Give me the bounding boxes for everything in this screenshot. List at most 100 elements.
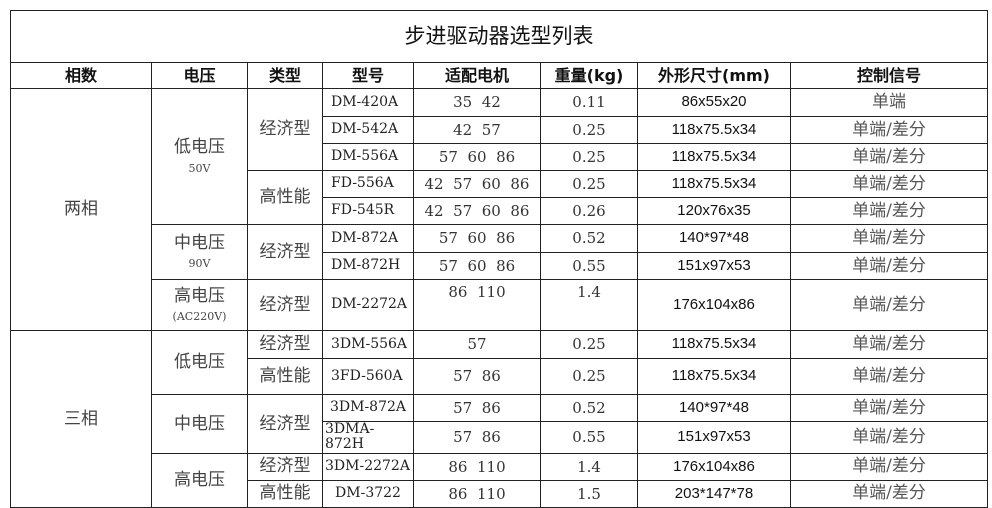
phase-three: 三相 <box>10 330 152 508</box>
model-cell: DM-420A <box>322 88 414 117</box>
weight-cell: 1.4 <box>540 452 638 481</box>
weight-cell: 1.4 <box>540 279 638 331</box>
signal-cell: 单端/差分 <box>790 170 988 198</box>
voltage-low: 低电压 50V <box>151 88 248 225</box>
type-economy: 经济型 <box>247 224 323 280</box>
motors-cell: 57 60 86 <box>413 224 541 253</box>
weight-cell: 0.55 <box>540 421 638 454</box>
table-row: DM-556A 57 60 86 0.25 118x75.5x34 单端/差分 <box>11 143 988 171</box>
signal-cell: 单端 <box>790 88 988 117</box>
voltage-label: 高电压 <box>174 285 225 306</box>
model-cell: DM-2272A <box>322 279 414 331</box>
weight-cell: 0.11 <box>540 88 638 117</box>
motors-cell: 35 42 <box>413 88 541 117</box>
voltage-value: 90V <box>188 257 211 271</box>
type-economy: 经济型 <box>247 394 323 454</box>
signal-cell: 单端/差分 <box>790 421 988 454</box>
voltage-value: (AC220V) <box>172 310 227 324</box>
weight-cell: 0.52 <box>540 394 638 422</box>
motors-cell: 42 57 60 86 <box>413 170 541 198</box>
voltage-value: 50V <box>188 161 211 175</box>
voltage-high: 高电压 <box>151 452 248 508</box>
type-economy: 经济型 <box>247 279 323 331</box>
table-row: 两相 低电压 50V 经济型 DM-420A 35 42 0.11 86x55x2… <box>10 88 988 331</box>
motors-cell: 57 86 <box>413 394 541 422</box>
size-cell: 151x97x53 <box>637 421 791 454</box>
voltage-mid: 中电压 <box>151 394 248 454</box>
size-cell: 118x75.5x34 <box>637 143 791 171</box>
voltage-label: 低电压 <box>174 137 225 158</box>
model-cell: FD-556A <box>322 170 414 198</box>
phase-two: 两相 <box>10 88 152 331</box>
model-cell: 3DM-556A <box>322 330 414 359</box>
table-title: 步进驱动器选型列表 <box>10 10 988 63</box>
driver-selection-table: 步进驱动器选型列表 相数 电压 类型 型号 适配电机 重量(kg) 外形尺寸(m… <box>10 10 988 508</box>
size-cell: 118x75.5x34 <box>637 358 791 395</box>
type-economy: 经济型 <box>247 452 323 481</box>
table-row: 高性能 DM-3722 86 110 1.5 203*147*78 单端/差分 <box>11 479 988 508</box>
size-cell: 118x75.5x34 <box>637 330 791 359</box>
size-cell: 151x97x53 <box>637 252 791 280</box>
table-row: 高电压 (AC220V) 经济型 DM-2272A 86 110 1.4 176x… <box>11 279 988 331</box>
model-cell: FD-545R <box>322 197 414 225</box>
header-row: 相数 电压 类型 型号 适配电机 重量(kg) 外形尺寸(mm) 控制信号 <box>10 62 988 89</box>
motors-cell: 86 110 <box>413 279 541 331</box>
motors-cell: 57 60 86 <box>413 143 541 171</box>
signal-cell: 单端/差分 <box>790 224 988 253</box>
model-cell: DM-3722 <box>322 479 414 508</box>
motors-cell: 57 60 86 <box>413 252 541 280</box>
motors-cell: 57 <box>413 330 541 359</box>
model-cell: 3DM-872A <box>322 394 414 422</box>
header-signal: 控制信号 <box>790 62 988 89</box>
table-row: DM-542A 42 57 0.25 118x75.5x34 单端/差分 <box>11 116 988 144</box>
size-cell: 86x55x20 <box>637 88 791 117</box>
header-model: 型号 <box>322 62 414 89</box>
size-cell: 118x75.5x34 <box>637 116 791 144</box>
voltage-low: 低电压 <box>151 330 248 395</box>
signal-cell: 单端/差分 <box>790 330 988 359</box>
signal-cell: 单端/差分 <box>790 197 988 225</box>
header-voltage: 电压 <box>151 62 248 89</box>
weight-cell: 1.5 <box>540 479 638 508</box>
motors-cell: 42 57 60 86 <box>413 197 541 225</box>
signal-cell: 单端/差分 <box>790 279 988 331</box>
weight-cell: 0.26 <box>540 197 638 225</box>
size-cell: 118x75.5x34 <box>637 170 791 198</box>
model-cell: 3FD-560A <box>322 358 414 395</box>
signal-cell: 单端/差分 <box>790 479 988 508</box>
table-row: 中电压 经济型 3DM-872A 57 86 0.52 140*97*48 单端… <box>11 394 988 454</box>
type-economy: 经济型 <box>247 88 323 171</box>
signal-cell: 单端/差分 <box>790 143 988 171</box>
signal-cell: 单端/差分 <box>790 452 988 481</box>
weight-cell: 0.25 <box>540 170 638 198</box>
signal-cell: 单端/差分 <box>790 358 988 395</box>
header-weight: 重量(kg) <box>540 62 638 89</box>
motors-cell: 57 86 <box>413 421 541 454</box>
voltage-high: 高电压 (AC220V) <box>151 279 248 331</box>
table-row: 中电压 90V 经济型 DM-872A 57 60 86 0.52 140*97*… <box>11 224 988 280</box>
size-cell: 203*147*78 <box>637 479 791 508</box>
weight-cell: 0.25 <box>540 116 638 144</box>
header-phase: 相数 <box>10 62 152 89</box>
table-row: 高性能 3FD-560A 57 86 0.25 118x75.5x34 单端/差… <box>11 358 988 395</box>
weight-cell: 0.55 <box>540 252 638 280</box>
voltage-label: 中电压 <box>174 232 225 253</box>
signal-cell: 单端/差分 <box>790 394 988 422</box>
model-cell: DM-556A <box>322 143 414 171</box>
size-cell: 140*97*48 <box>637 394 791 422</box>
voltage-mid: 中电压 90V <box>151 224 248 280</box>
type-performance: 高性能 <box>247 479 323 508</box>
motors-cell: 86 110 <box>413 479 541 508</box>
weight-cell: 0.25 <box>540 143 638 171</box>
weight-cell: 0.52 <box>540 224 638 253</box>
size-cell: 120x76x35 <box>637 197 791 225</box>
table-row: 三相 低电压 经济型 3DM-556A 57 0.25 118x75.5x34 … <box>10 330 988 508</box>
size-cell: 176x104x86 <box>637 279 791 331</box>
size-cell: 140*97*48 <box>637 224 791 253</box>
type-performance: 高性能 <box>247 170 323 225</box>
type-performance: 高性能 <box>247 358 323 395</box>
model-cell: DM-872A <box>322 224 414 253</box>
model-cell: 3DM-2272A <box>322 452 414 481</box>
type-economy: 经济型 <box>247 330 323 359</box>
header-motors: 适配电机 <box>413 62 541 89</box>
